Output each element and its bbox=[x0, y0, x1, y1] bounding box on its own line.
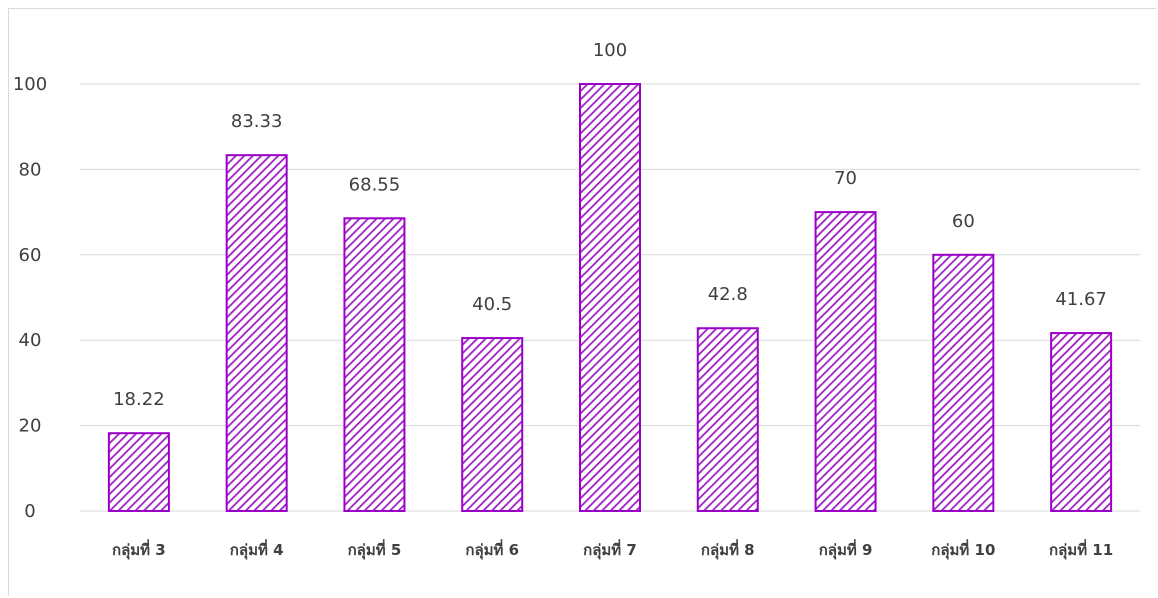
bar bbox=[814, 211, 877, 512]
data-label: 41.67 bbox=[1055, 289, 1107, 310]
bar bbox=[696, 327, 759, 512]
x-tick-label: กลุ่มที่ 6 bbox=[465, 539, 519, 560]
x-tick-label: กลุ่มที่ 10 bbox=[931, 539, 995, 560]
y-axis-ticks: 0 20 40 60 80 100 bbox=[13, 74, 47, 522]
data-label: 18.22 bbox=[113, 389, 165, 410]
data-label: 42.8 bbox=[708, 284, 748, 305]
y-tick-label: 20 bbox=[19, 416, 42, 437]
x-tick-label: กลุ่มที่ 11 bbox=[1049, 539, 1113, 560]
x-tick-label: กลุ่มที่ 7 bbox=[583, 539, 637, 560]
bar bbox=[1050, 332, 1113, 512]
y-tick-label: 60 bbox=[19, 245, 42, 266]
y-tick-label: 100 bbox=[13, 74, 47, 95]
data-label: 40.5 bbox=[472, 294, 512, 315]
bar bbox=[107, 432, 170, 512]
bars bbox=[107, 83, 1113, 513]
x-tick-label: กลุ่มที่ 4 bbox=[230, 539, 284, 560]
data-label: 68.55 bbox=[349, 174, 401, 195]
x-tick-label: กลุ่มที่ 8 bbox=[701, 539, 755, 560]
data-label: 83.33 bbox=[231, 111, 283, 132]
x-axis-ticks: กลุ่มที่ 3 กลุ่มที่ 4 กลุ่มที่ 5 กลุ่มที่ 6… bbox=[112, 539, 1113, 560]
data-label: 60 bbox=[952, 211, 975, 232]
bar bbox=[932, 253, 995, 513]
data-label: 100 bbox=[593, 40, 627, 61]
data-labels: 18.22 83.33 68.55 40.5 100 42.8 70 60 41.67 bbox=[113, 40, 1107, 410]
x-tick-label: กลุ่มที่ 5 bbox=[348, 539, 402, 560]
y-tick-label: 0 bbox=[24, 501, 35, 522]
data-label: 70 bbox=[834, 168, 857, 189]
bar bbox=[579, 83, 641, 512]
y-tick-label: 40 bbox=[19, 330, 42, 351]
bar bbox=[225, 154, 288, 512]
bar bbox=[461, 337, 524, 512]
bar bbox=[343, 217, 406, 512]
chart-frame bbox=[8, 8, 1156, 596]
x-tick-label: กลุ่มที่ 9 bbox=[819, 539, 873, 560]
y-tick-label: 80 bbox=[19, 159, 42, 180]
x-tick-label: กลุ่มที่ 3 bbox=[112, 539, 166, 560]
